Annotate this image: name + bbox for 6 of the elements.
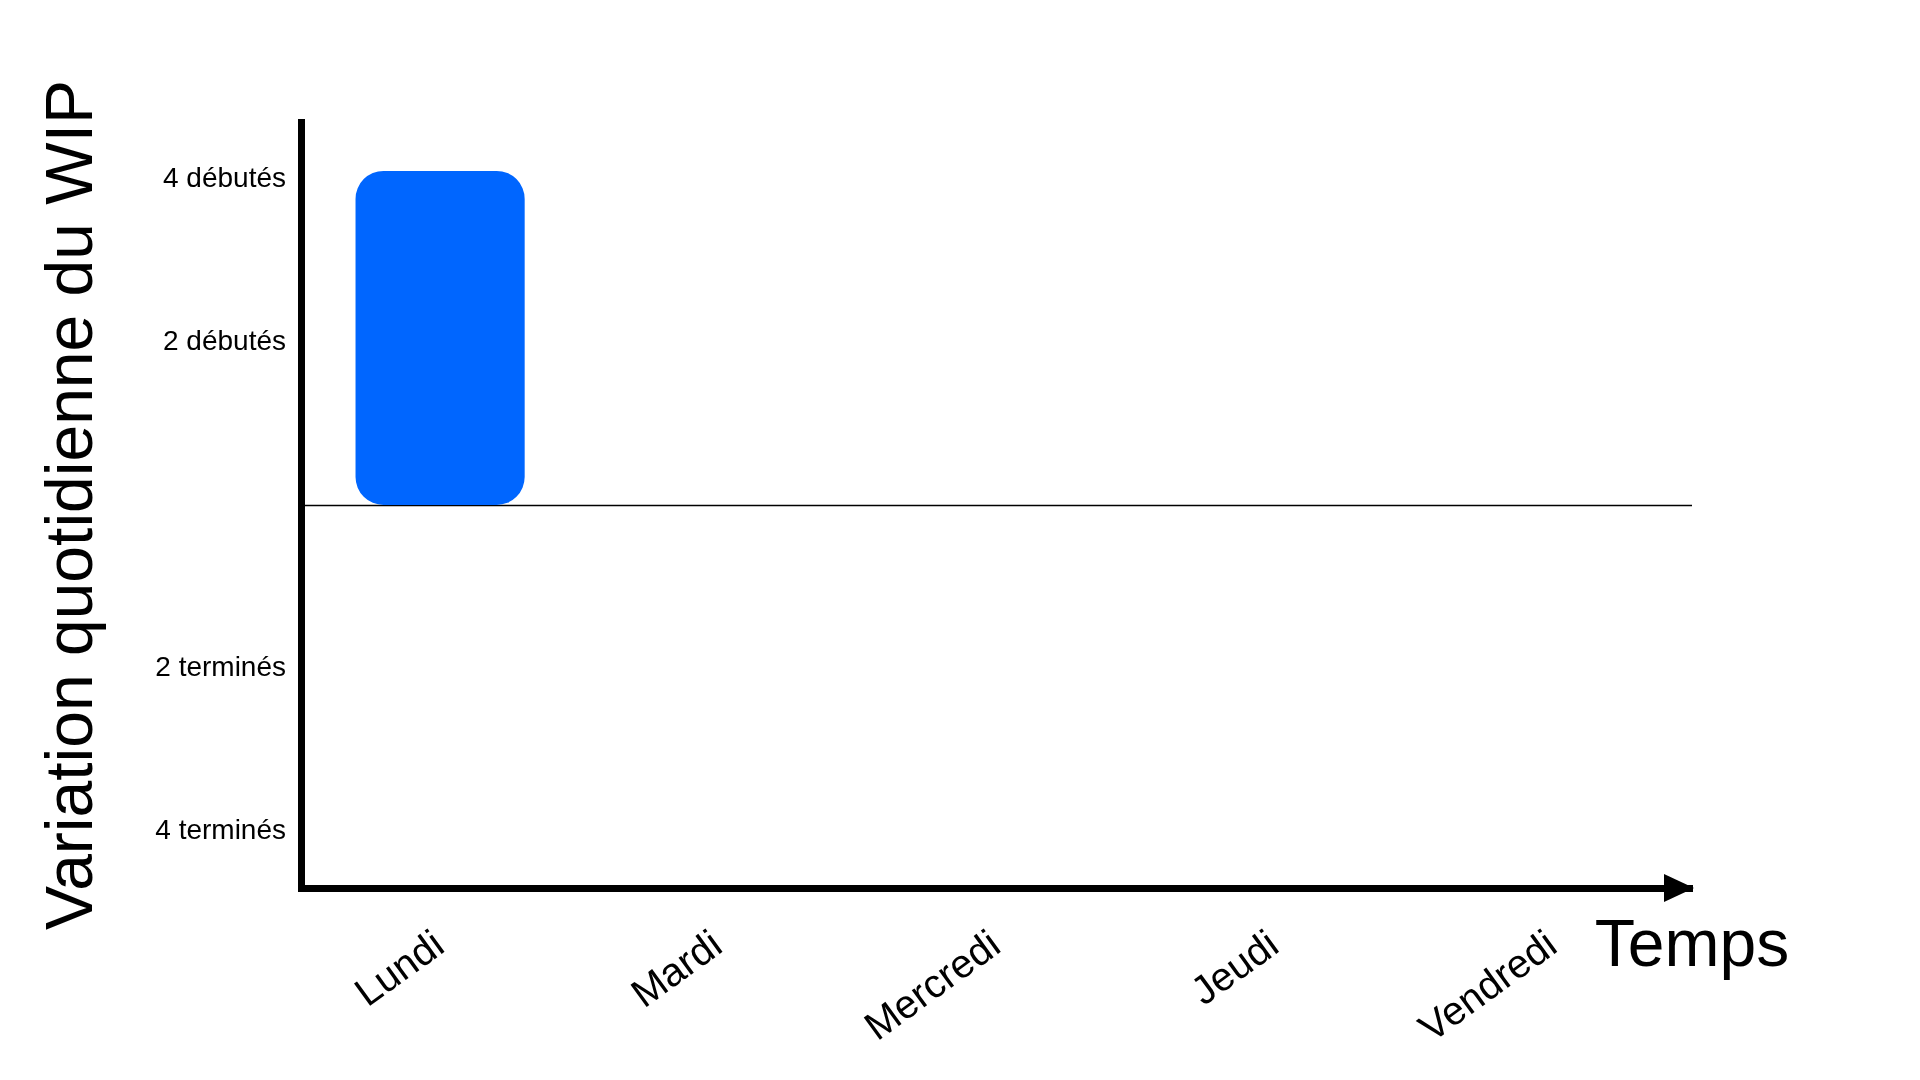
- y-tick-label: 4 terminés: [155, 813, 286, 845]
- y-tick-label: 2 terminés: [155, 650, 286, 682]
- x-axis-title: Temps: [1594, 906, 1790, 981]
- y-tick-label: 2 débutés: [163, 324, 286, 356]
- y-axis-title: Variation quotidienne du WIP: [31, 80, 106, 930]
- y-tick-label: 4 débutés: [163, 161, 286, 193]
